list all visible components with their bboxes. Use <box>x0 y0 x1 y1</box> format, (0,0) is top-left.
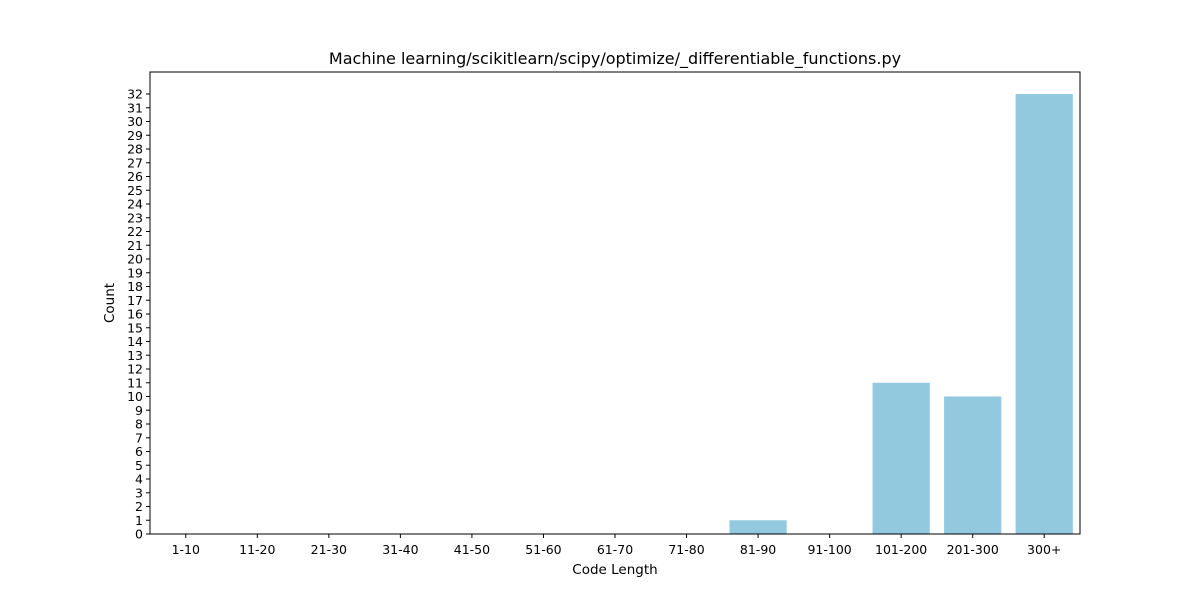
x-tick-label: 201-300 <box>947 542 999 557</box>
y-tick-label: 30 <box>127 114 143 129</box>
y-tick-label: 22 <box>127 224 143 239</box>
bar-81-90 <box>729 520 787 534</box>
x-tick-label: 91-100 <box>807 542 851 557</box>
x-tick-label: 11-20 <box>239 542 275 557</box>
chart-title: Machine learning/scikitlearn/scipy/optim… <box>329 49 901 69</box>
y-tick-label: 0 <box>135 527 143 542</box>
y-tick-label: 12 <box>127 362 143 377</box>
y-tick-label: 18 <box>127 279 143 294</box>
y-tick-label: 9 <box>135 403 143 418</box>
x-tick-label: 41-50 <box>454 542 490 557</box>
y-tick-label: 1 <box>135 513 143 528</box>
bar-201-300 <box>944 396 1002 534</box>
y-tick-label: 2 <box>135 499 143 514</box>
y-tick-label: 13 <box>127 348 143 363</box>
y-tick-label: 19 <box>127 265 143 280</box>
y-axis: 0123456789101112131415161718192021222324… <box>127 87 150 542</box>
x-tick-label: 51-60 <box>525 542 561 557</box>
y-tick-label: 29 <box>127 128 143 143</box>
y-tick-label: 8 <box>135 417 143 432</box>
y-tick-label: 26 <box>127 169 143 184</box>
y-tick-label: 3 <box>135 485 143 500</box>
bar-101-200 <box>872 382 930 534</box>
y-tick-label: 16 <box>127 307 143 322</box>
y-tick-label: 17 <box>127 293 143 308</box>
x-axis-title: Code Length <box>572 562 657 578</box>
y-tick-label: 5 <box>135 458 143 473</box>
x-tick-label: 81-90 <box>740 542 776 557</box>
y-tick-label: 6 <box>135 444 143 459</box>
y-tick-label: 23 <box>127 210 143 225</box>
plot-frame <box>149 71 1081 535</box>
y-tick-label: 10 <box>127 389 143 404</box>
y-tick-label: 25 <box>127 183 143 198</box>
y-tick-label: 11 <box>127 375 143 390</box>
y-tick-label: 4 <box>135 472 143 487</box>
y-tick-label: 15 <box>127 320 143 335</box>
y-axis-title: Count <box>102 283 118 323</box>
y-tick-label: 21 <box>127 238 143 253</box>
bars-layer <box>729 94 1073 534</box>
x-tick-label: 1-10 <box>172 542 200 557</box>
y-tick-label: 28 <box>127 142 143 157</box>
x-axis: 1-10 11-20 21-30 31-40 41-50 51-60 61-70 71-80 8… <box>172 534 1061 557</box>
y-tick-label: 7 <box>135 430 143 445</box>
y-tick-label: 24 <box>127 197 143 212</box>
x-tick-label: 61-70 <box>597 542 633 557</box>
bar-300+ <box>1015 94 1073 534</box>
y-tick-label: 27 <box>127 155 143 170</box>
x-tick-label: 101-200 <box>875 542 927 557</box>
x-tick-label: 31-40 <box>382 542 418 557</box>
y-tick-label: 20 <box>127 252 143 267</box>
x-tick-label: 21-30 <box>311 542 347 557</box>
x-tick-label: 300+ <box>1027 542 1061 557</box>
y-tick-label: 32 <box>127 87 143 102</box>
y-tick-label: 14 <box>127 334 143 349</box>
x-tick-label: 71-80 <box>668 542 704 557</box>
y-tick-label: 31 <box>127 100 143 115</box>
